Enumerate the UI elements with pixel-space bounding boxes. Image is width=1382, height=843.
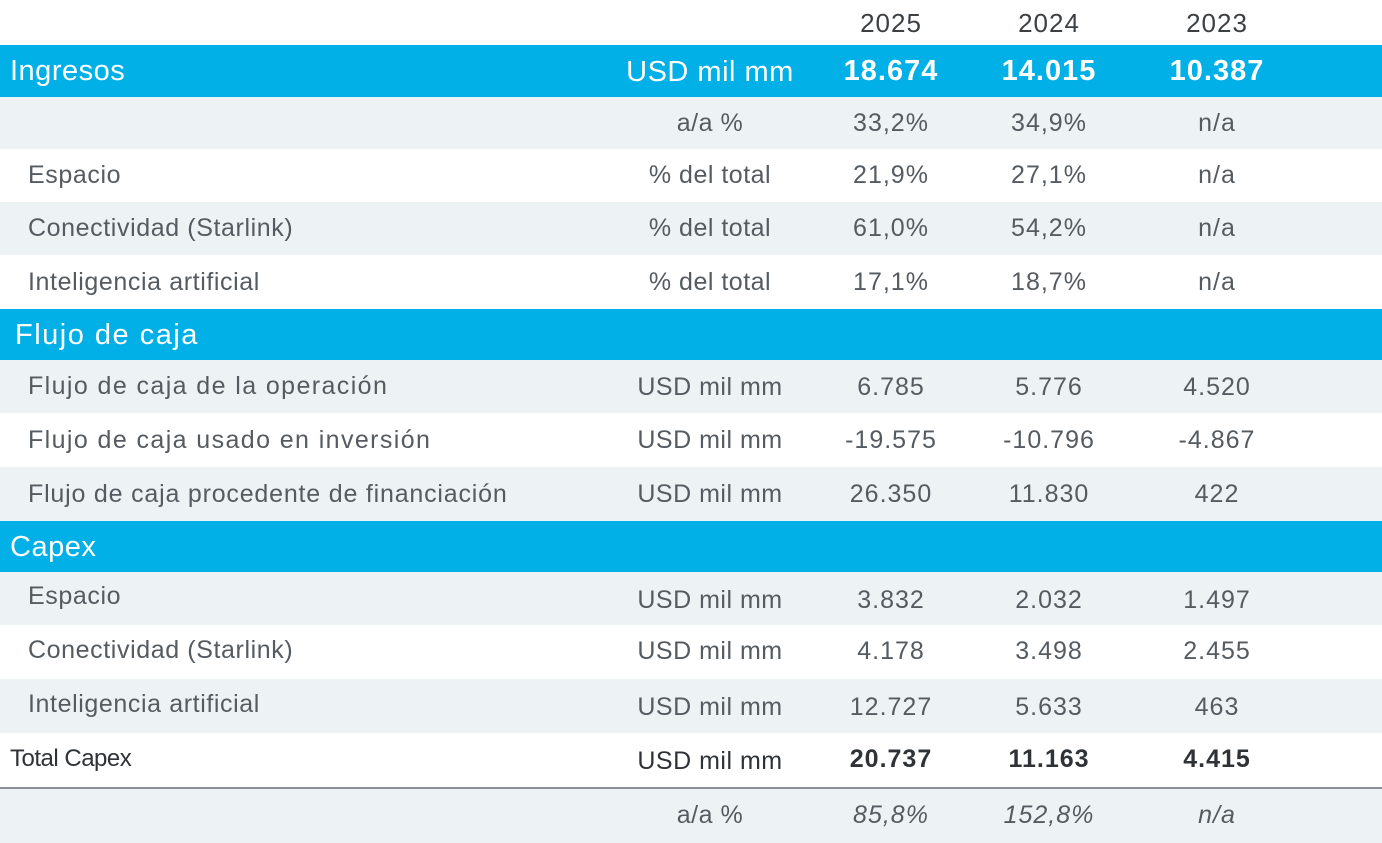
value-2023: n/a: [1198, 268, 1236, 296]
table-row: Espacio % del total 21,9% 27,1% n/a: [0, 149, 1382, 202]
value-2024: 11.830: [1008, 480, 1090, 508]
row-label: Conectividad (Starlink): [28, 214, 294, 242]
value-2025: -19.575: [845, 426, 937, 454]
value-2024: 34,9%: [1011, 109, 1087, 137]
table-row: Flujo de caja usado en inversión USD mil…: [0, 413, 1382, 467]
value-2025: 33,2%: [853, 109, 929, 137]
unit-cell: % del total: [648, 161, 772, 189]
value-2025: 20.737: [849, 745, 933, 773]
value-2025: 4.178: [857, 637, 925, 665]
value-2024: 14.015: [1001, 55, 1097, 87]
table-row: Conectividad (Starlink) USD mil mm 4.178…: [0, 625, 1382, 679]
row-label: Espacio: [28, 582, 122, 610]
value-2024: 3.498: [1015, 637, 1083, 665]
value-2024: 152,8%: [1003, 801, 1095, 829]
value-2023: 463: [1194, 693, 1240, 721]
year-2023-header: 2023: [1186, 8, 1248, 38]
row-label: Total Capex: [10, 745, 132, 772]
section-title: Capex: [10, 531, 97, 563]
row-label: Conectividad (Starlink): [28, 636, 294, 664]
value-2024: 5.776: [1015, 373, 1083, 401]
section-title: Ingresos: [10, 55, 126, 87]
section-capex: Capex: [0, 521, 1382, 572]
value-2025: 61,0%: [853, 214, 929, 242]
total-capex-row: Total Capex USD mil mm 20.737 11.163 4.4…: [0, 733, 1382, 787]
row-label: Espacio: [28, 161, 122, 189]
value-2024: 11.163: [1008, 745, 1090, 773]
unit-cell: a/a %: [676, 801, 744, 829]
row-label: Flujo de caja de la operación: [28, 372, 389, 400]
unit-cell: USD mil mm: [626, 56, 794, 88]
value-2023: -4.867: [1178, 426, 1256, 454]
table-row: Inteligencia artificial % del total 17,1…: [0, 255, 1382, 309]
table-row: a/a % 85,8% 152,8% n/a: [0, 789, 1382, 843]
value-2025: 6.785: [857, 373, 925, 401]
value-2025: 3.832: [857, 586, 925, 614]
value-2024: 2.032: [1015, 586, 1083, 614]
value-2024: 27,1%: [1011, 161, 1087, 189]
unit-cell: USD mil mm: [637, 693, 783, 721]
value-2023: n/a: [1198, 801, 1236, 829]
unit-cell: USD mil mm: [637, 480, 783, 508]
value-2023: 4.520: [1183, 373, 1251, 401]
value-2023: n/a: [1198, 214, 1236, 242]
row-label: Inteligencia artificial: [28, 690, 260, 718]
table-row: Conectividad (Starlink) % del total 61,0…: [0, 202, 1382, 255]
unit-cell: USD mil mm: [637, 637, 783, 665]
value-2024: 5.633: [1015, 693, 1083, 721]
value-2024: -10.796: [1003, 426, 1095, 454]
value-2025: 21,9%: [853, 161, 929, 189]
year-2025-header: 2025: [860, 8, 922, 38]
row-label: Flujo de caja usado en inversión: [28, 426, 432, 454]
value-2023: 4.415: [1183, 745, 1251, 773]
value-2024: 54,2%: [1011, 214, 1087, 242]
table-row: a/a % 33,2% 34,9% n/a: [0, 97, 1382, 149]
value-2023: n/a: [1198, 109, 1236, 137]
row-label: Flujo de caja procedente de financiación: [28, 480, 508, 508]
value-2023: 2.455: [1183, 637, 1251, 665]
section-ingresos: Ingresos USD mil mm 18.674 14.015 10.387: [0, 45, 1382, 97]
row-label: Inteligencia artificial: [28, 268, 260, 296]
value-2025: 26.350: [849, 480, 933, 508]
unit-cell: USD mil mm: [637, 373, 783, 401]
value-2024: 18,7%: [1011, 268, 1087, 296]
year-2024-header: 2024: [1018, 8, 1080, 38]
unit-cell: % del total: [648, 268, 772, 296]
value-2023: 10.387: [1169, 55, 1265, 87]
unit-cell: % del total: [648, 214, 772, 242]
value-2023: 422: [1194, 480, 1240, 508]
section-title: Flujo de caja: [15, 319, 199, 351]
section-flujo-de-caja: Flujo de caja: [0, 309, 1382, 360]
value-2023: n/a: [1198, 161, 1236, 189]
value-2025: 17,1%: [853, 268, 929, 296]
table-row: Inteligencia artificial USD mil mm 12.72…: [0, 679, 1382, 733]
year-header-row: 2025 2024 2023: [0, 0, 1382, 45]
unit-cell: USD mil mm: [637, 586, 783, 614]
unit-cell: a/a %: [676, 109, 744, 137]
table-row: Espacio USD mil mm 3.832 2.032 1.497: [0, 572, 1382, 625]
divider: [0, 787, 1382, 789]
value-2025: 12.727: [849, 693, 933, 721]
table-row: Flujo de caja de la operación USD mil mm…: [0, 360, 1382, 413]
unit-cell: USD mil mm: [637, 426, 783, 454]
unit-cell: USD mil mm: [637, 747, 783, 775]
value-2025: 85,8%: [853, 801, 929, 829]
value-2023: 1.497: [1183, 586, 1251, 614]
table-row: Flujo de caja procedente de financiación…: [0, 467, 1382, 521]
value-2025: 18.674: [843, 55, 939, 87]
